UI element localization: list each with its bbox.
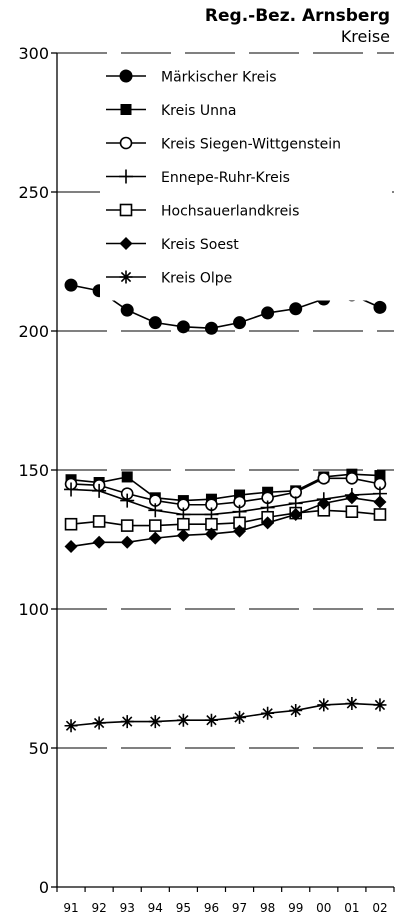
- data-point: [120, 535, 134, 549]
- data-point: [232, 504, 247, 519]
- data-point: [373, 698, 387, 712]
- series-group: [64, 504, 387, 532]
- x-tick-label: 95: [176, 901, 191, 915]
- data-point: [261, 516, 275, 530]
- legend-marker: [119, 203, 133, 217]
- y-tick-label: 100: [18, 600, 49, 619]
- x-tick-label: 00: [316, 901, 331, 915]
- data-point: [177, 517, 190, 531]
- data-point: [92, 483, 107, 498]
- legend-marker: [119, 69, 133, 83]
- legend-label: Kreis Unna: [161, 103, 236, 119]
- legend-box: [100, 62, 392, 301]
- data-point: [148, 715, 162, 729]
- data-point: [64, 517, 78, 531]
- data-point: [64, 482, 79, 497]
- legend-marker: [120, 104, 132, 115]
- chart-subtitle: Kreise: [340, 27, 390, 46]
- series-group: [64, 491, 387, 553]
- data-point: [120, 519, 134, 532]
- chart-title: Reg.-Bez. Arnsberg: [204, 6, 390, 26]
- x-tick-label: 92: [91, 901, 106, 915]
- data-point: [234, 489, 246, 501]
- data-point: [176, 528, 190, 542]
- data-point: [92, 515, 106, 528]
- y-tick-label: 50: [29, 739, 49, 758]
- series-group: [64, 697, 387, 733]
- data-point: [345, 505, 359, 519]
- data-point: [176, 713, 190, 727]
- data-point: [64, 539, 78, 553]
- data-point: [120, 493, 135, 508]
- series-line: [70, 496, 381, 548]
- legend-label: Kreis Siegen-Wittgenstein: [161, 137, 341, 153]
- x-tick-label: 94: [148, 901, 163, 915]
- legend-marker: [119, 270, 133, 284]
- data-point: [120, 715, 134, 729]
- data-point: [289, 703, 303, 717]
- x-tick-label: 02: [372, 901, 387, 915]
- y-tick-label: 150: [18, 461, 49, 480]
- legend-label: Kreis Olpe: [161, 271, 232, 287]
- data-point: [317, 496, 331, 510]
- x-tick-label: 01: [344, 901, 359, 915]
- data-point: [92, 716, 106, 730]
- x-tick-label: 97: [232, 901, 247, 915]
- y-tick-label: 200: [18, 322, 49, 341]
- x-tick-label: 93: [120, 901, 135, 915]
- y-tick-label: 300: [18, 44, 49, 63]
- data-point: [373, 495, 387, 509]
- legend-marker: [119, 169, 133, 184]
- data-point: [148, 519, 162, 532]
- data-point: [233, 524, 247, 538]
- data-point: [204, 713, 218, 727]
- data-point: [345, 472, 359, 485]
- data-point: [289, 507, 303, 521]
- data-point: [148, 503, 163, 518]
- series-group: [64, 472, 387, 512]
- legend-marker: [119, 136, 133, 150]
- data-point: [317, 472, 331, 485]
- series-line: [70, 702, 380, 727]
- data-point: [121, 471, 133, 483]
- data-point: [148, 316, 162, 330]
- data-point: [148, 531, 162, 545]
- data-point: [261, 706, 275, 720]
- data-point: [204, 527, 218, 541]
- data-point: [317, 698, 331, 712]
- x-tick-label: 91: [63, 901, 78, 915]
- data-point: [289, 485, 303, 499]
- y-tick-label: 250: [18, 183, 49, 202]
- data-point: [261, 306, 275, 320]
- data-point: [374, 470, 386, 482]
- data-point: [373, 508, 387, 521]
- legend-label: Märkischer Kreis: [161, 70, 277, 86]
- data-point: [204, 321, 218, 335]
- legend-label: Hochsauerlandkreis: [161, 204, 299, 220]
- data-point: [92, 535, 106, 549]
- data-point: [233, 316, 247, 330]
- x-tick-label: 99: [288, 901, 303, 915]
- data-point: [289, 302, 303, 316]
- x-tick-label: 98: [260, 901, 275, 915]
- x-tick-label: 96: [204, 901, 219, 915]
- data-point: [120, 303, 134, 317]
- data-point: [233, 710, 247, 724]
- y-tick-label: 0: [39, 878, 49, 897]
- data-point: [345, 697, 359, 711]
- legend-marker: [119, 237, 133, 250]
- data-point: [345, 491, 359, 505]
- series-group: [64, 482, 387, 522]
- legend-label: Ennepe-Ruhr-Kreis: [161, 170, 290, 186]
- data-point: [64, 719, 78, 733]
- data-point: [176, 320, 190, 334]
- data-point: [64, 278, 78, 292]
- data-point: [373, 300, 387, 314]
- legend-label: Kreis Soest: [161, 237, 239, 253]
